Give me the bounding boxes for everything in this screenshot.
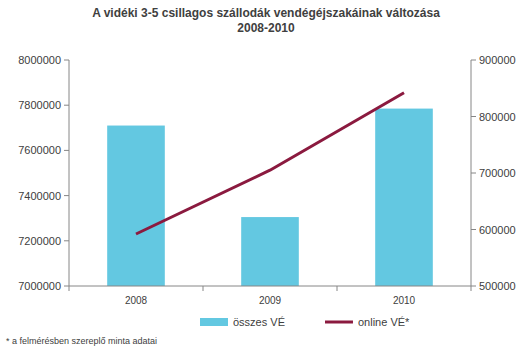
y-tick: [64, 195, 69, 196]
y-tick: [64, 60, 69, 61]
y-tick-label: 7600000: [18, 144, 61, 156]
line: [136, 93, 404, 234]
y-tick-label: 7800000: [18, 99, 61, 111]
y-tick: [64, 105, 69, 106]
y2-tick: [471, 60, 476, 61]
y-tick-label: 7000000: [18, 280, 61, 292]
y2-tick: [471, 286, 476, 287]
y2-tick-label: 700000: [479, 167, 516, 179]
x-tick: [471, 286, 472, 291]
legend-swatch: [200, 318, 228, 326]
y-tick-label: 7400000: [18, 190, 61, 202]
plot-area: [107, 93, 433, 286]
x-tick-label: 2010: [393, 295, 416, 306]
y2-tick-label: 800000: [479, 111, 516, 123]
bar: [241, 217, 299, 286]
legend-label: összes VÉ: [233, 316, 285, 328]
y-axis: [69, 60, 70, 286]
x-tick: [337, 286, 338, 291]
title: A vidéki 3-5 csillagos szállodák vendégé…: [92, 6, 440, 20]
x-axis: [69, 286, 471, 287]
x-tick: [203, 286, 204, 291]
bar: [107, 126, 165, 286]
chart-container: A vidéki 3-5 csillagos szállodák vendégé…: [0, 0, 532, 351]
chart: A vidéki 3-5 csillagos szállodák vendégé…: [0, 0, 532, 351]
y-tick: [64, 240, 69, 241]
y-tick: [64, 150, 69, 151]
x-tick-label: 2009: [259, 295, 282, 306]
bar: [375, 109, 433, 286]
y-tick-label: 7200000: [18, 235, 61, 247]
x-tick-label: 2008: [125, 295, 148, 306]
y2-tick: [471, 173, 476, 174]
y2-tick-label: 900000: [479, 54, 516, 66]
y2-tick-label: 500000: [479, 280, 516, 292]
x-tick: [69, 286, 70, 291]
legend-label: online VÉ*: [358, 316, 410, 328]
y-tick: [64, 286, 69, 287]
footnote: * a felmérésben szereplő minta adatai: [6, 336, 157, 346]
subtitle: 2008-2010: [237, 21, 295, 35]
y2-tick: [471, 116, 476, 117]
y-tick-label: 8000000: [18, 54, 61, 66]
legend-swatch: [325, 321, 353, 324]
y2-tick: [471, 229, 476, 230]
legend: összes VÉ online VÉ*: [200, 316, 410, 328]
y2-tick-label: 600000: [479, 224, 516, 236]
